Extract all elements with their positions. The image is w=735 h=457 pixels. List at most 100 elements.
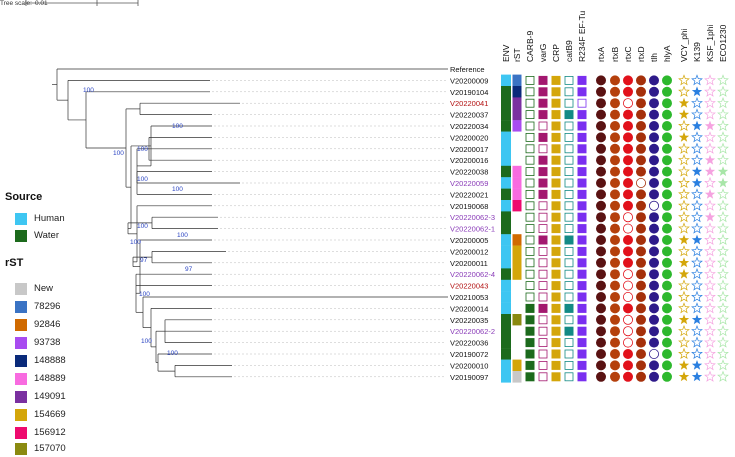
ef-present <box>577 338 587 348</box>
vcy-present <box>678 371 690 382</box>
tip-label: V20220038 <box>450 168 488 177</box>
bootstrap-value: 100 <box>137 223 148 230</box>
legend-label: 148889 <box>34 373 66 384</box>
tip-label: V20220036 <box>450 339 488 348</box>
hlya-present <box>662 235 672 245</box>
tlh-present <box>649 75 659 86</box>
rtxa-present <box>596 189 606 200</box>
tip-label: V20220034 <box>450 122 488 131</box>
carb9-absent <box>525 155 535 165</box>
k139-absent <box>691 108 703 120</box>
column-header: K139 <box>692 42 702 62</box>
rtxa-present <box>596 155 606 166</box>
catb9-absent <box>564 315 574 325</box>
column-headers: ENV rST CARB-9 varG CRP catB9 R234F EF-Tu rtxA r… <box>501 11 728 62</box>
vcy-present <box>678 257 690 268</box>
carb9-present <box>525 338 535 348</box>
varg-absent <box>538 281 548 291</box>
crp-present <box>551 315 561 325</box>
carb9-present <box>525 372 535 382</box>
rtxd-present <box>636 371 646 382</box>
rtxb-present <box>610 121 620 131</box>
crp-present <box>551 178 561 188</box>
crp-present <box>551 189 561 199</box>
crp-present <box>551 201 561 211</box>
catb9-absent <box>564 212 574 222</box>
column-header: catB9 <box>564 40 574 62</box>
rtxa-present <box>596 212 606 223</box>
legend-swatch <box>15 337 27 349</box>
catb9-absent <box>564 349 574 359</box>
tip-label: V20220021 <box>450 190 488 199</box>
hlya-present <box>662 257 672 268</box>
ef-present <box>577 75 587 85</box>
column-header: KSF_1phi <box>705 25 715 62</box>
ef-present <box>577 235 587 245</box>
rtxc-present <box>623 178 633 188</box>
rtxc-absent <box>623 291 634 302</box>
eco-absent <box>717 233 729 246</box>
carb9-present <box>525 326 535 336</box>
rtxd-present <box>636 121 646 131</box>
crp-present <box>551 258 561 268</box>
tip-label: Reference <box>450 65 485 74</box>
varg-absent <box>538 326 548 336</box>
catb9-absent <box>564 167 574 177</box>
tip-label: V20190072 <box>450 350 488 359</box>
rtxb-present <box>610 235 620 245</box>
ksf-absent <box>704 267 716 280</box>
tlh-present <box>649 166 659 177</box>
ef-present <box>577 315 587 325</box>
rtxd-present <box>636 360 646 371</box>
env-cell <box>501 234 511 246</box>
carb9-absent <box>525 281 535 291</box>
tlh-present <box>649 86 659 97</box>
rtxb-present <box>610 349 620 359</box>
k139-present <box>691 177 703 188</box>
rtxd-present <box>636 75 646 86</box>
crp-present <box>551 87 561 97</box>
legend-label: Water <box>34 230 59 241</box>
rtxd-present <box>636 132 646 143</box>
tlh-present <box>649 212 659 223</box>
rtxa-present <box>596 326 606 337</box>
crp-present <box>551 372 561 382</box>
rtxc-present <box>623 200 633 211</box>
crp-present <box>551 75 561 85</box>
crp-present <box>551 281 561 291</box>
rtxd-present <box>636 349 646 359</box>
rtxa-present <box>596 121 606 131</box>
eco-absent <box>717 302 729 314</box>
legend-swatch <box>15 443 27 455</box>
varg-absent <box>538 246 548 256</box>
varg-present <box>538 303 548 313</box>
crp-present <box>551 303 561 313</box>
rst-cell <box>512 131 522 144</box>
column-header: CARB-9 <box>525 31 535 62</box>
legend-swatch <box>15 409 27 421</box>
rtxb-present <box>610 98 620 109</box>
rst-cell <box>512 143 522 155</box>
legend-label: Human <box>34 213 65 224</box>
varg-absent <box>538 212 548 222</box>
carb9-present <box>525 349 535 359</box>
crp-present <box>551 121 561 131</box>
ef-present <box>577 212 587 222</box>
ef-present <box>577 349 587 359</box>
eco-absent <box>717 199 729 211</box>
varg-present <box>538 98 548 108</box>
rtxd-present <box>636 166 646 177</box>
rtxd-present <box>636 337 646 348</box>
eco-absent <box>717 74 729 86</box>
k139-present <box>691 120 703 131</box>
eco-present <box>717 166 729 176</box>
rtxd-present <box>636 143 646 154</box>
hlya-present <box>662 371 672 382</box>
hlya-present <box>662 75 672 86</box>
rst-cell <box>512 86 522 98</box>
rtxd-present <box>636 86 646 97</box>
crp-present <box>551 349 561 359</box>
hlya-present <box>662 166 672 177</box>
legend-label: 93738 <box>34 337 61 348</box>
ef-absent <box>577 98 587 108</box>
